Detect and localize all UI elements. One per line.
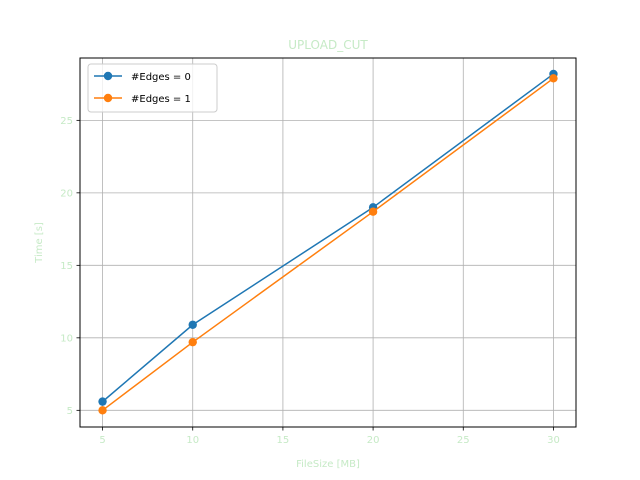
data-point-0 — [188, 320, 197, 329]
x-axis-label: FileSize [MB] — [296, 459, 360, 470]
x-tick-label: 5 — [99, 435, 105, 446]
x-tick-label: 15 — [277, 435, 290, 446]
legend-marker-1 — [103, 93, 113, 103]
grid-lines — [80, 58, 576, 427]
x-tick-label: 30 — [547, 435, 560, 446]
y-tick-label: 10 — [60, 333, 73, 344]
y-tick-label: 25 — [60, 116, 73, 127]
y-axis-label: Time [s] — [34, 222, 45, 264]
y-tick-label: 20 — [60, 188, 73, 199]
series-line-1 — [102, 77, 554, 411]
series-line-0 — [102, 73, 554, 403]
axis-ticks: 5 10 15 20 25 30 5 10 15 20 25 — [60, 116, 560, 446]
y-tick-label: 15 — [60, 261, 73, 272]
data-point-0 — [98, 397, 107, 406]
series-layer — [98, 69, 558, 415]
x-tick-label: 10 — [186, 435, 199, 446]
y-tick-label: 5 — [67, 406, 73, 417]
data-point-1 — [549, 74, 558, 83]
legend-label-1: #Edges = 1 — [131, 94, 191, 105]
plot-frame — [79, 57, 577, 428]
legend-label-0: #Edges = 0 — [131, 72, 191, 83]
data-point-1 — [368, 207, 378, 216]
x-tick-label: 20 — [367, 435, 380, 446]
data-point-1 — [98, 406, 107, 415]
legend: #Edges = 0 #Edges = 1 — [87, 63, 218, 113]
chart-title: UPLOAD_CUT — [288, 38, 368, 52]
data-point-1 — [188, 337, 197, 347]
x-tick-label: 25 — [457, 435, 470, 446]
legend-marker-0 — [103, 71, 113, 81]
